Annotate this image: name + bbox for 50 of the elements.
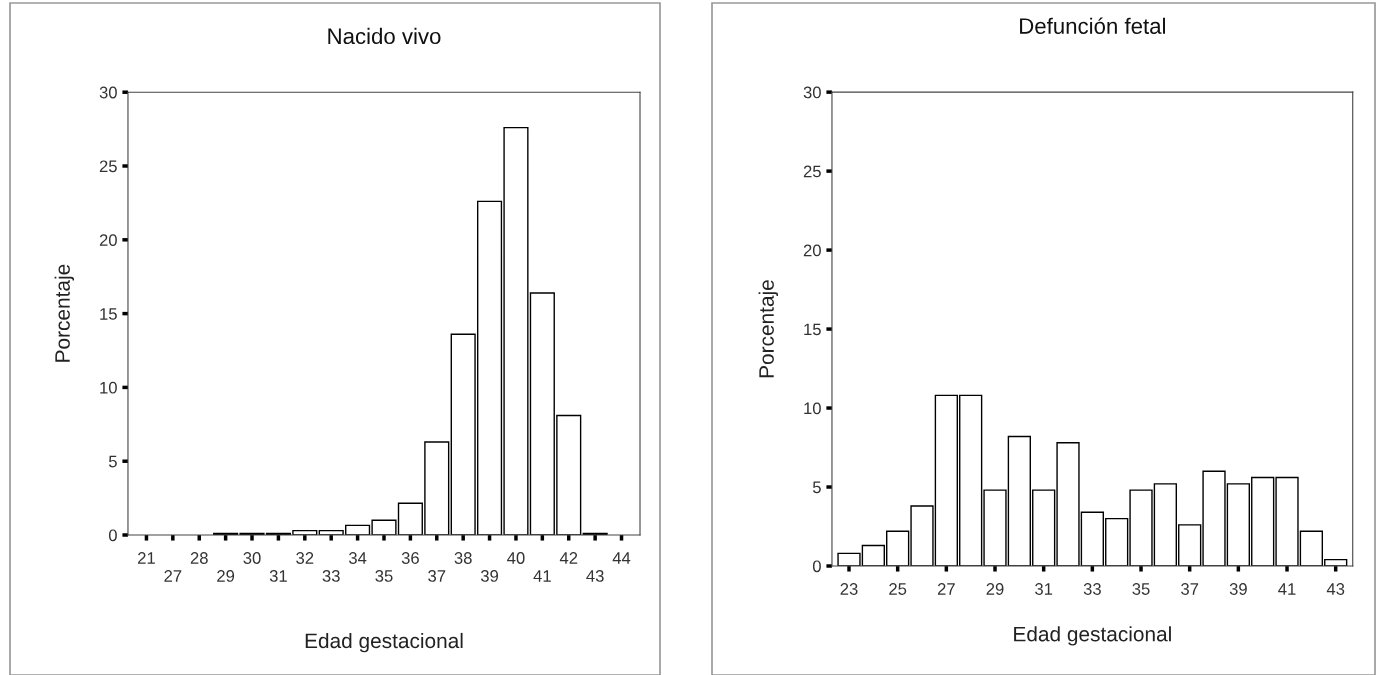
x-tick-label: 27 (937, 583, 955, 595)
x-tick-label: 43 (1326, 583, 1345, 595)
x-tick-label: 35 (375, 570, 393, 582)
chart-title: Nacido vivo (328, 27, 441, 45)
x-tick-label: 39 (480, 570, 499, 582)
y-tick-label: 0 (108, 529, 117, 542)
x-tick-label: 33 (322, 570, 340, 582)
y-tick-label: 15 (100, 308, 117, 320)
x-tick-label: 35 (1132, 583, 1150, 595)
y-tick-label: 15 (804, 323, 821, 336)
x-tick-label: 30 (243, 552, 261, 564)
x-tick-label: 40 (507, 552, 525, 564)
y-tick-label: 30 (99, 86, 117, 99)
x-tick-label: 37 (1181, 583, 1199, 595)
y-axis-title: Porcentaje (54, 264, 75, 362)
x-tick-label: 29 (217, 570, 235, 582)
x-tick-label: 23 (840, 583, 858, 595)
y-tick-label: 20 (803, 244, 821, 257)
x-tick-label: 38 (454, 552, 472, 564)
x-tick-label: 41 (1278, 583, 1296, 595)
x-tick-label: 37 (428, 570, 446, 582)
y-tick-label: 10 (804, 402, 821, 415)
x-tick-label: 41 (533, 570, 551, 582)
x-tick-label: 28 (190, 552, 208, 564)
y-tick-label: 0 (812, 560, 821, 573)
y-tick-label: 20 (99, 234, 117, 247)
x-tick-label: 27 (164, 570, 182, 582)
x-tick-label: 29 (986, 583, 1004, 595)
x-axis-title: Edad gestacional (1014, 626, 1171, 646)
x-tick-label: 31 (269, 570, 287, 582)
x-tick-label: 21 (138, 552, 155, 564)
y-tick-label: 25 (99, 160, 117, 173)
x-tick-label: 32 (296, 552, 314, 564)
x-tick-label: 42 (559, 552, 578, 564)
y-axis-title: Porcentaje (758, 280, 779, 378)
chart-title: Defunción fetal (1020, 17, 1165, 34)
y-tick-label: 10 (100, 381, 117, 394)
x-tick-label: 31 (1035, 583, 1053, 595)
y-tick-label: 5 (108, 455, 117, 468)
x-tick-label: 33 (1083, 583, 1101, 595)
x-tick-label: 36 (401, 552, 419, 564)
y-tick-label: 30 (803, 86, 821, 99)
x-tick-label: 44 (612, 552, 631, 564)
x-tick-label: 34 (348, 552, 367, 564)
y-tick-label: 5 (812, 481, 821, 494)
y-tick-label: 25 (803, 165, 821, 178)
x-tick-label: 39 (1229, 583, 1247, 595)
x-tick-label: 43 (586, 570, 604, 582)
x-axis-title: Edad gestacional (305, 632, 463, 653)
x-tick-label: 25 (889, 583, 907, 595)
